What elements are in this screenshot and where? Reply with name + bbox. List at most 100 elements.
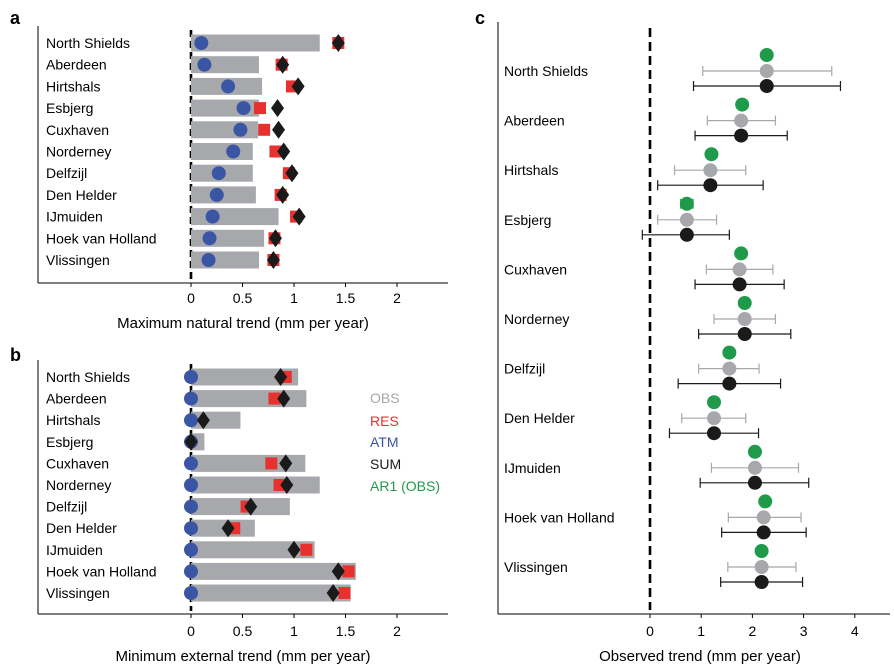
bar-obs-hoek-van-holland <box>191 562 356 580</box>
panel-c-ticks: 0 1 2 3 4 <box>646 614 859 639</box>
circle-ar1-obs-ijmuiden <box>747 444 762 459</box>
category-label-delfzijl: Delfzijl <box>504 361 545 377</box>
category-label-den-helder: Den Helder <box>504 410 575 426</box>
circle-sum-hoek-van-holland <box>756 525 771 540</box>
square-res-hoek-van-holland <box>342 565 355 578</box>
panel-c-category-labels: North Shields Aberdeen Hirtshals Esbjerg Cux… <box>504 63 615 575</box>
circle-obs-north-shields <box>759 64 774 78</box>
circle-atm-den-helder <box>184 521 198 536</box>
panel-c-xlabel: Observed trend (mm per year) <box>599 648 801 665</box>
category-label-hoek-van-holland: Hoek van Holland <box>504 509 615 525</box>
circle-sum-norderney <box>737 327 752 341</box>
bar-obs-ijmuiden <box>191 208 279 226</box>
bar-obs-hoek-van-holland <box>191 229 265 247</box>
circle-sum-north-shields <box>759 79 774 93</box>
square-res-aberdeen <box>268 392 281 405</box>
circle-atm-cuxhaven <box>233 122 248 137</box>
bar-obs-ijmuiden <box>191 541 315 559</box>
category-label-ijmuiden: IJmuiden <box>46 542 103 558</box>
circle-obs-vlissingen <box>754 560 769 574</box>
category-label-aberdeen: Aberdeen <box>504 113 565 129</box>
circle-sum-esbjerg <box>679 227 694 242</box>
circle-atm-north-shields <box>194 36 209 50</box>
diamond-sum-ijmuiden <box>287 540 301 559</box>
panel-b-label: b <box>10 345 21 365</box>
square-res-cuxhaven <box>265 457 278 470</box>
circle-ar1-obs-hirtshals <box>704 147 719 162</box>
diamond-sum-delfzijl <box>285 164 299 183</box>
x-tick-label: 1 <box>290 623 298 639</box>
category-label-cuxhaven: Cuxhaven <box>46 122 109 138</box>
category-label-hirtshals: Hirtshals <box>46 412 100 428</box>
bar-obs-norderney <box>191 476 320 494</box>
panel-b-markers <box>184 368 355 602</box>
x-tick-label: 0 <box>187 290 195 306</box>
category-label-hoek-van-holland: Hoek van Holland <box>46 563 157 579</box>
panel-a-markers <box>194 34 345 269</box>
circle-sum-ijmuiden <box>747 475 762 490</box>
circle-atm-hoek-van-holland <box>184 564 198 579</box>
category-label-cuxhaven: Cuxhaven <box>504 261 567 277</box>
square-res-norderney <box>269 145 282 158</box>
category-label-aberdeen: Aberdeen <box>46 57 107 73</box>
circle-atm-north-shields <box>184 370 198 384</box>
panel-c: c 0 1 2 3 4 North Shields Aberdeen Hirtshals Es… <box>475 8 890 665</box>
circle-atm-delfzijl <box>211 166 226 181</box>
diamond-sum-hoek-van-holland <box>331 562 345 581</box>
panel-c-label: c <box>475 8 485 28</box>
diamond-sum-den-helder <box>221 519 235 538</box>
diamond-sum-north-shields <box>331 34 345 52</box>
circle-atm-cuxhaven <box>184 456 198 471</box>
diamond-sum-vlissingen <box>326 584 340 602</box>
category-label-vlissingen: Vlissingen <box>504 559 568 575</box>
category-label-den-helder: Den Helder <box>46 520 117 536</box>
circle-atm-aberdeen <box>184 391 198 406</box>
diamond-sum-norderney <box>277 142 291 161</box>
legend-obs: OBS <box>370 390 400 406</box>
circle-ar1-obs-hoek-van-holland <box>758 494 773 509</box>
x-tick-label: 2 <box>393 290 401 306</box>
diamond-sum-north-shields <box>274 368 288 386</box>
legend-res: RES <box>370 413 399 429</box>
bar-obs-north-shields <box>191 368 299 386</box>
circle-atm-hirtshals <box>184 413 198 428</box>
legend-sum: SUM <box>370 456 401 472</box>
category-label-hirtshals: Hirtshals <box>46 78 100 94</box>
circle-atm-vlissingen <box>184 586 198 600</box>
category-label-norderney: Norderney <box>46 477 111 493</box>
circle-atm-den-helder <box>209 187 224 202</box>
category-label-norderney: Norderney <box>46 144 111 160</box>
circle-atm-vlissingen <box>201 253 216 267</box>
circle-obs-aberdeen <box>734 113 749 128</box>
bar-obs-cuxhaven <box>191 121 258 139</box>
category-label-delfzijl: Delfzijl <box>46 499 87 515</box>
square-res-vlissingen <box>338 587 351 599</box>
square-res-cuxhaven <box>258 123 271 136</box>
diamond-sum-cuxhaven <box>279 454 293 473</box>
diamond-sum-aberdeen <box>277 389 291 408</box>
legend: OBS RES ATM SUM AR1 (OBS) <box>370 390 440 494</box>
category-label-aberdeen: Aberdeen <box>46 391 107 407</box>
circle-atm-hoek-van-holland <box>202 231 217 246</box>
diamond-sum-aberdeen <box>276 55 290 74</box>
x-tick-label: 1.5 <box>336 623 356 639</box>
diamond-sum-esbjerg <box>271 99 285 118</box>
circle-atm-norderney <box>184 478 198 492</box>
panel-b-xlabel: Minimum external trend (mm per year) <box>115 648 370 665</box>
panel-c-errorbars <box>641 66 842 587</box>
category-label-delfzijl: Delfzijl <box>46 165 87 181</box>
bar-obs-north-shields <box>191 34 320 52</box>
circle-obs-cuxhaven <box>732 262 747 277</box>
category-label-north-shields: North Shields <box>46 369 130 385</box>
category-label-cuxhaven: Cuxhaven <box>46 455 109 471</box>
circle-ar1-obs-north-shields <box>759 48 774 62</box>
panel-b: b 0 0.5 1 1.5 2 North Shields Aberdeen Hirtsha… <box>10 345 448 665</box>
circle-ar1-obs-vlissingen <box>754 544 769 558</box>
x-tick-label: 1.5 <box>336 290 356 306</box>
category-label-hoek-van-holland: Hoek van Holland <box>46 230 157 246</box>
x-tick-label: 1 <box>290 290 298 306</box>
circle-obs-hoek-van-holland <box>756 510 771 525</box>
diamond-sum-hirtshals <box>291 77 305 96</box>
category-label-esbjerg: Esbjerg <box>46 434 93 450</box>
square-res-ijmuiden <box>300 543 313 556</box>
